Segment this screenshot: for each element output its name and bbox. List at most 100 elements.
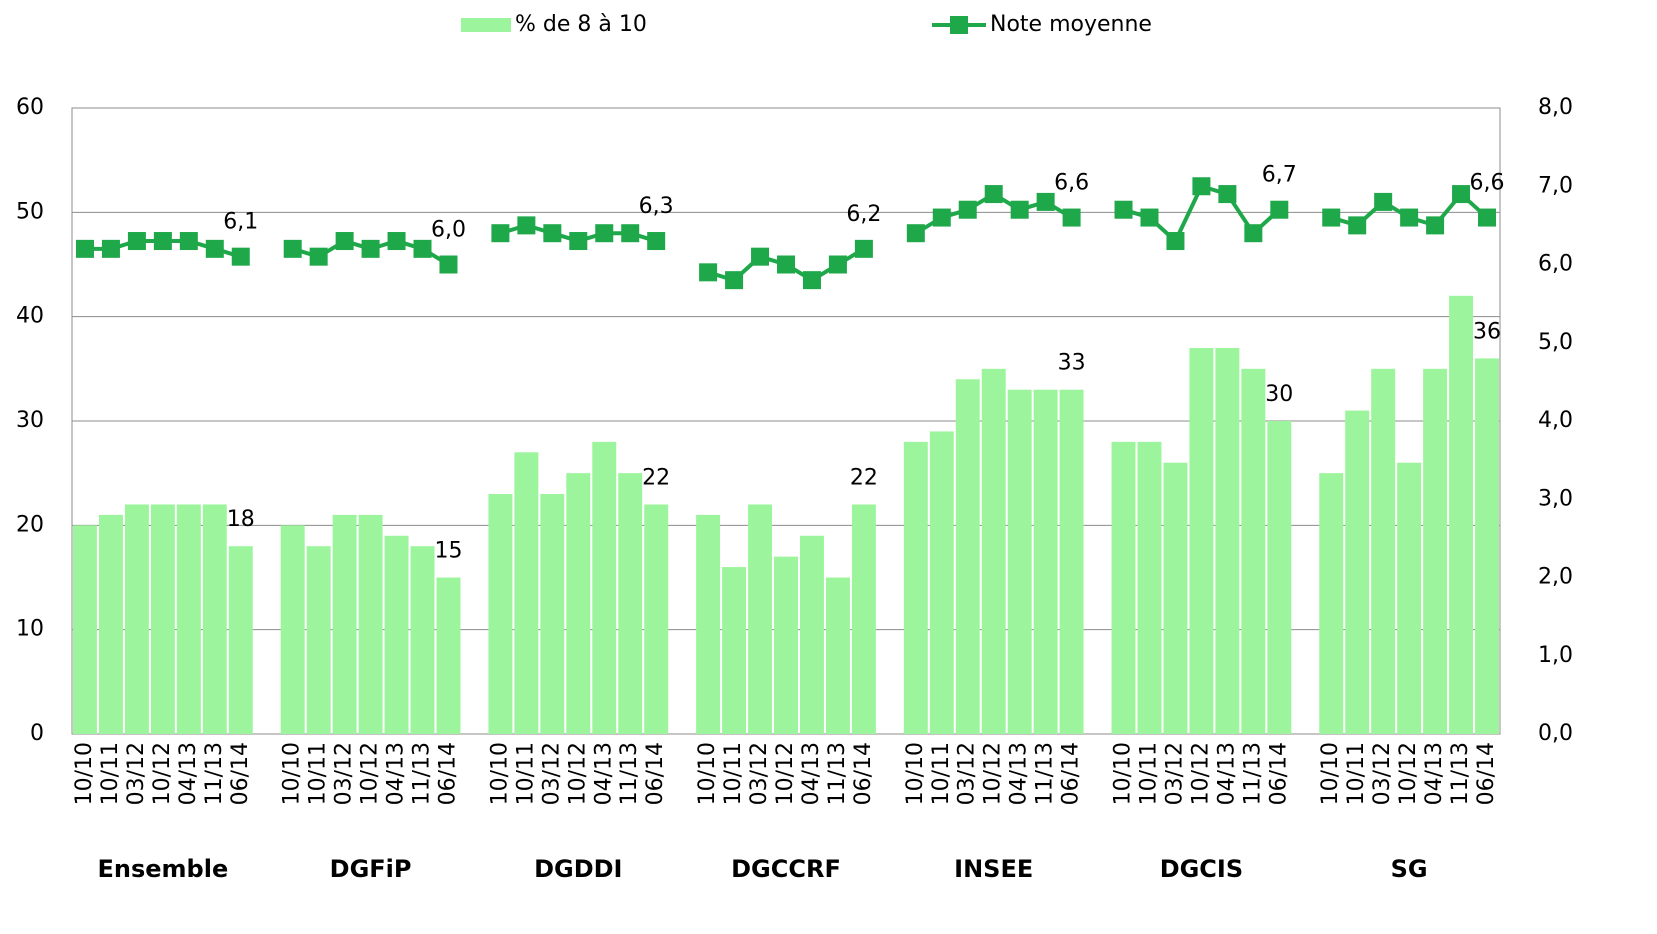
bar [359,515,383,734]
x-tick-label: 04/13 [799,742,824,805]
data-label: 36 [1473,319,1501,344]
x-tick-label: 10/11 [929,742,954,805]
page: {"chart_data": {"type": "bar-line", "cat… [0,0,1657,934]
bar [592,442,616,734]
x-tick-label: 11/13 [1448,742,1473,805]
data-label: 6,2 [846,202,881,227]
bar [1008,390,1032,734]
line-marker [907,224,925,242]
bar [956,379,980,734]
y2-tick-label: 3,0 [1538,486,1573,511]
x-tick-label: 10/11 [1136,742,1161,805]
y2-tick-label: 6,0 [1538,252,1573,277]
chart: 01020304050600,01,02,03,04,05,06,07,08,0… [0,0,1657,934]
y-tick-label: 60 [16,95,44,120]
bar [73,525,97,734]
line-marker [1063,209,1081,227]
x-tick-label: 06/14 [228,742,253,805]
x-tick-label: 06/14 [435,742,460,805]
x-tick-label: 10/12 [358,742,383,805]
bar [1423,369,1447,734]
data-label: 18 [227,507,255,532]
bar [151,504,175,734]
bar [852,504,876,734]
line-marker [855,240,873,258]
x-tick-label: 10/12 [565,742,590,805]
line-marker [1452,185,1470,203]
y-tick-label: 40 [16,304,44,329]
x-tick-label: 04/13 [176,742,201,805]
x-tick-label: 10/11 [721,742,746,805]
line-marker [1166,232,1184,250]
group-label: DGDDI [534,855,622,883]
bar [203,504,227,734]
bar [333,515,357,734]
data-label: 22 [850,465,878,490]
data-label: 15 [434,539,462,564]
bar [904,442,928,734]
data-label: 6,1 [223,210,258,235]
line-marker [621,224,639,242]
line-marker [1218,185,1236,203]
line-marker [569,232,587,250]
x-tick-label: 10/11 [306,742,331,805]
line-marker [310,248,328,266]
line-marker [1244,224,1262,242]
x-tick-label: 10/10 [695,742,720,805]
line-marker [803,271,821,289]
bar [488,494,512,734]
line-marker [362,240,380,258]
bar [436,578,460,735]
line-marker [206,240,224,258]
line-marker [76,240,94,258]
y2-tick-label: 2,0 [1538,565,1573,590]
line-marker [1140,209,1158,227]
bar [1475,358,1499,734]
line-marker [1115,201,1133,219]
x-tick-label: 10/10 [280,742,305,805]
x-tick-label: 10/10 [1318,742,1343,805]
line-marker [180,232,198,250]
line-marker [725,271,743,289]
line-marker [517,216,535,234]
line-marker [985,185,1003,203]
bar [540,494,564,734]
bar [1345,411,1369,734]
line-marker [1270,201,1288,219]
x-tick-label: 10/11 [98,742,123,805]
bar [800,536,824,734]
bar [385,536,409,734]
legend-swatch [461,18,511,32]
bar [1112,442,1136,734]
bar [99,515,123,734]
bar [1267,421,1291,734]
x-tick-label: 03/12 [955,742,980,805]
bar [1241,369,1265,734]
x-tick-label: 03/12 [332,742,357,805]
line-marker [154,232,172,250]
line-marker [595,224,613,242]
bar [1189,348,1213,734]
line-marker [647,232,665,250]
x-tick-label: 03/12 [747,742,772,805]
x-tick-label: 10/11 [513,742,538,805]
bar [644,504,668,734]
line-marker [959,201,977,219]
x-tick-label: 11/13 [825,742,850,805]
bar [1163,463,1187,734]
x-tick-label: 11/13 [410,742,435,805]
y-tick-label: 30 [16,408,44,433]
bar [125,504,149,734]
data-label: 6,7 [1262,163,1297,188]
line-marker [751,248,769,266]
x-tick-label: 03/12 [1370,742,1395,805]
bar [722,567,746,734]
line-marker [414,240,432,258]
group-label: DGCCRF [731,855,841,883]
x-tick-label: 10/12 [773,742,798,805]
x-tick-label: 03/12 [124,742,149,805]
bar [411,546,435,734]
x-tick-label: 11/13 [1033,742,1058,805]
line-marker [102,240,120,258]
x-tick-label: 10/11 [1344,742,1369,805]
